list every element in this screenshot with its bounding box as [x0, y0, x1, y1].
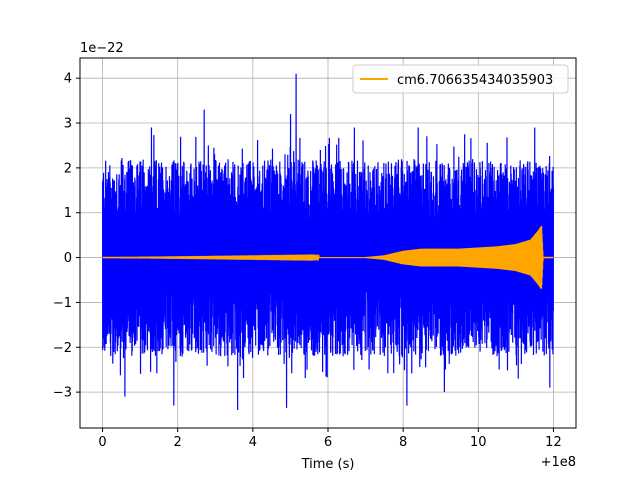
x-tick-label: 8 [399, 435, 407, 450]
y-tick-label: −2 [53, 341, 72, 356]
y-tick-label: −3 [53, 386, 72, 401]
y-tick-label: 1 [64, 206, 72, 221]
legend-box [352, 64, 569, 94]
x-tick-label: 4 [249, 435, 257, 450]
x-tick-label: 12 [545, 435, 562, 450]
x-axis-label: Time (s) [301, 457, 355, 472]
legend: cm6.706635434035903 [352, 64, 569, 94]
x-tick-label: 2 [174, 435, 182, 450]
y-tick-label: 2 [64, 161, 72, 176]
series-layer [101, 73, 555, 411]
x-tick-label: 6 [324, 435, 332, 450]
x-tick-label: 10 [470, 435, 487, 450]
legend-label-chirp: cm6.706635434035903 [397, 73, 553, 88]
y-tick-label: −1 [53, 296, 72, 311]
y-tick-label: 4 [64, 72, 72, 87]
chirp-series-line [102, 226, 554, 289]
x-offset-label: +1e8 [541, 455, 576, 470]
plot-area [101, 73, 555, 411]
y-scale-label: 1e−22 [80, 41, 124, 56]
y-tick-label: 0 [64, 251, 72, 266]
y-tick-label: 3 [64, 117, 72, 132]
x-tick-label: 0 [98, 435, 106, 450]
